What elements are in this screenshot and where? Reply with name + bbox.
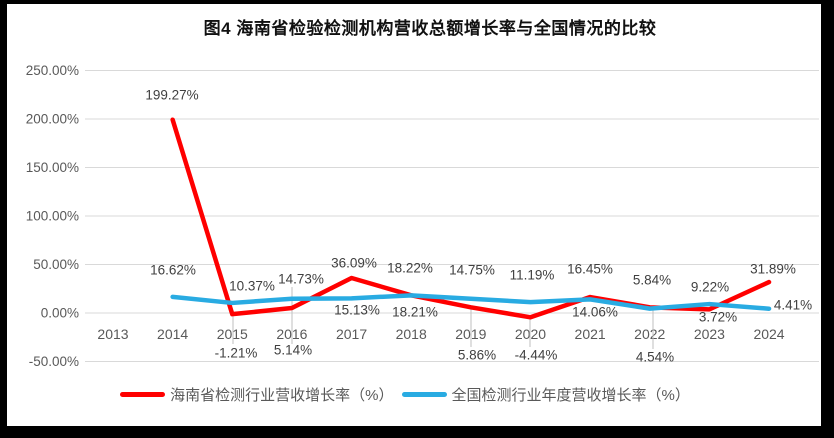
frame-border-top: [0, 0, 834, 4]
data-label: 4.41%: [774, 298, 812, 313]
data-label: 11.19%: [510, 268, 555, 283]
data-label: 14.06%: [572, 305, 618, 320]
legend-item-national: 全国检测行业年度营收增长率（%）: [401, 384, 690, 405]
y-tick-label: 250.00%: [26, 63, 79, 78]
frame-border-right: [821, 0, 834, 438]
y-tick-label: -50.00%: [29, 354, 79, 369]
data-label: 199.27%: [145, 88, 198, 103]
data-label: -4.44%: [515, 348, 558, 363]
national-series-line: [170, 293, 772, 311]
data-label: 4.54%: [636, 350, 674, 365]
x-tick-label: 2014: [157, 326, 188, 342]
y-tick-label: 50.00%: [33, 257, 79, 272]
data-label: 5.84%: [633, 273, 671, 288]
x-tick-label: 2018: [396, 326, 427, 342]
legend-item-hainan: 海南省检测行业营收增长率（%）: [120, 384, 394, 405]
legend-label-hainan: 海南省检测行业营收增长率（%）: [170, 386, 394, 404]
frame-border-bottom: [0, 426, 834, 438]
data-label: 9.22%: [691, 280, 729, 295]
data-label: 14.73%: [278, 272, 324, 287]
data-label: 16.45%: [567, 262, 613, 277]
y-tick-label: 200.00%: [26, 112, 79, 127]
x-tick-label: 2020: [515, 326, 546, 342]
red-line-marker-icon: [120, 391, 166, 397]
y-tick-label: 100.00%: [26, 209, 79, 224]
data-label: 16.62%: [150, 263, 196, 278]
data-label: 18.22%: [387, 261, 433, 276]
chart-legend: 海南省检测行业营收增长率（%） 全国检测行业年度营收增长率（%）: [85, 382, 725, 406]
data-label: 3.72%: [699, 310, 737, 325]
data-label: -1.21%: [215, 346, 258, 361]
legend-label-national: 全国检测行业年度营收增长率（%）: [451, 386, 690, 404]
x-tick-label: 2013: [97, 326, 128, 342]
blue-line-marker-icon: [401, 391, 447, 397]
y-tick-label: 150.00%: [26, 160, 79, 175]
x-tick-label: 2015: [217, 326, 248, 342]
chart-title: 图4 海南省检验检测机构营收总额增长率与全国情况的比较: [203, 19, 657, 38]
data-label: 5.86%: [458, 348, 496, 363]
data-label: 36.09%: [331, 256, 377, 271]
x-tick-label: 2021: [575, 326, 606, 342]
data-label: 14.75%: [449, 263, 495, 278]
data-label: 31.89%: [750, 262, 796, 277]
data-label: 5.14%: [274, 343, 312, 358]
x-tick-label: 2024: [753, 326, 784, 342]
y-tick-label: 0.00%: [41, 306, 79, 321]
frame-border-left: [0, 0, 7, 438]
x-tick-label: 2017: [336, 326, 367, 342]
x-tick-label: 2023: [694, 326, 725, 342]
data-label: 18.21%: [392, 305, 438, 320]
data-label: 15.13%: [334, 303, 380, 318]
data-label: 10.37%: [229, 279, 275, 294]
x-tick-label: 2022: [634, 326, 665, 342]
